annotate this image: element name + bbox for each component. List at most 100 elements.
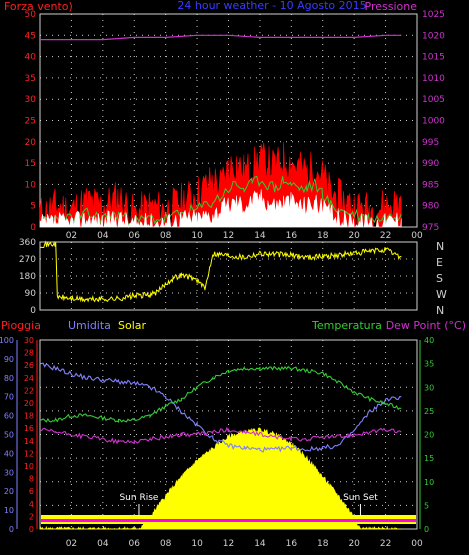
pressure-tick-label: 1000 xyxy=(422,117,445,127)
pressure-tick-label: 1010 xyxy=(422,74,445,84)
wind-x-tick-label: 18 xyxy=(317,231,329,241)
rain-label: Pioggia xyxy=(1,319,41,332)
pressure-tick-label: 980 xyxy=(422,202,439,212)
rain-tick-label: 14 xyxy=(24,437,34,446)
rain-tick-label: 18 xyxy=(24,412,34,421)
chart-title: 24 hour weather - 10 Agosto 2015 xyxy=(177,0,366,12)
compass-label: E xyxy=(436,256,443,269)
climate-x-tick-label: 06 xyxy=(129,539,141,549)
wind-tick-label: 0 xyxy=(30,223,36,233)
rain-tick-label: 10 xyxy=(24,462,34,471)
wind-tick-label: 15 xyxy=(25,159,36,169)
humidity-tick-label: 0 xyxy=(9,525,14,534)
wind-x-tick-label: 08 xyxy=(160,231,172,241)
climate-x-tick-label: 08 xyxy=(160,539,172,549)
humidity-tick-label: 30 xyxy=(4,468,14,477)
humidity-tick-label: 90 xyxy=(4,355,14,364)
direction-tick-label: 180 xyxy=(19,272,36,282)
wind-x-tick-label: 06 xyxy=(129,231,141,241)
rain-tick-label: 26 xyxy=(24,361,34,370)
rain-tick-label: 16 xyxy=(24,424,34,433)
humidity-tick-label: 70 xyxy=(4,393,14,402)
rain-tick-label: 6 xyxy=(29,487,34,496)
compass-label: N xyxy=(436,240,444,253)
rain-tick-label: 22 xyxy=(24,386,34,395)
temperature-series xyxy=(39,365,402,423)
wind-direction-series xyxy=(39,240,402,303)
humidity-tick-label: 60 xyxy=(4,412,14,421)
direction-tick-label: 0 xyxy=(30,306,36,316)
wind-x-tick-label: 10 xyxy=(191,231,203,241)
climate-x-tick-label: 18 xyxy=(317,539,329,549)
wind-y-axis-ticks: 0 5 10 15 20 25 30 35 40 45 50 xyxy=(25,10,37,233)
temperature-tick-label: 30 xyxy=(424,383,434,392)
rain-tick-label: 0 xyxy=(29,525,34,534)
rain-tick-label: 20 xyxy=(24,399,34,408)
solar-label: Solar xyxy=(118,319,147,332)
climate-panel: Pioggia Umidita Solar Temperatura Dew Po… xyxy=(0,319,466,549)
wind-x-tick-label: 14 xyxy=(254,231,266,241)
compass-label: W xyxy=(436,288,447,301)
humidity-tick-label: 100 xyxy=(0,336,14,345)
wind-x-tick-label: 12 xyxy=(223,231,234,241)
climate-x-tick-label: 14 xyxy=(254,539,266,549)
wind-x-tick-label: 20 xyxy=(348,231,360,241)
sunset-label: Sun Set xyxy=(343,493,378,503)
dewpoint-series xyxy=(39,426,402,445)
pressure-series xyxy=(40,34,402,41)
rain-tick-label: 24 xyxy=(24,374,34,383)
wind-x-tick-label: 02 xyxy=(66,231,77,241)
wind-panel: Forza vento) 24 hour weather - 10 Agosto… xyxy=(4,0,445,241)
pressure-tick-label: 975 xyxy=(422,223,439,233)
rain-tick-label: 28 xyxy=(24,349,34,358)
climate-x-tick-label: 22 xyxy=(380,539,391,549)
pressure-tick-label: 1025 xyxy=(422,10,445,20)
wind-x-tick-label: 22 xyxy=(380,231,391,241)
humidity-tick-label: 10 xyxy=(4,506,14,515)
wind-label: Forza vento) xyxy=(4,0,73,13)
dewpoint-label: Dew Point (°C) xyxy=(386,319,466,332)
compass-label: N xyxy=(436,304,444,317)
direction-tick-label: 270 xyxy=(19,255,36,265)
wind-tick-label: 25 xyxy=(25,117,36,127)
rain-tick-label: 4 xyxy=(29,500,34,509)
wind-tick-label: 35 xyxy=(25,74,36,84)
humidity-tick-label: 50 xyxy=(4,431,14,440)
direction-y-axis-ticks: 0 90 180 270 360 xyxy=(19,238,36,316)
climate-x-tick-label: 02 xyxy=(66,539,77,549)
temperature-tick-label: 0 xyxy=(424,525,429,534)
temperature-y-axis-ticks: 0 5 10 15 20 25 30 35 40 xyxy=(419,336,434,534)
pressure-tick-label: 1015 xyxy=(422,53,445,63)
wind-series xyxy=(39,34,402,229)
pressure-y-axis-ticks: 975 980 985 990 995 1000 1005 1010 1015 1020 1025 xyxy=(422,10,445,233)
climate-x-axis-ticks: 02 04 06 08 10 12 14 16 18 20 22 00 xyxy=(66,539,423,549)
climate-x-tick-label: 20 xyxy=(348,539,360,549)
humidity-series xyxy=(39,362,402,453)
pressure-tick-label: 985 xyxy=(422,180,439,190)
sunrise-label: Sun Rise xyxy=(119,493,158,503)
wind-tick-label: 50 xyxy=(25,10,37,20)
temperature-tick-label: 25 xyxy=(424,407,434,416)
wind-x-axis-ticks: 02 04 06 08 10 12 14 16 18 20 22 00 xyxy=(66,231,423,241)
pressure-tick-label: 990 xyxy=(422,159,439,169)
sun-annotations: Sun Rise Sun Set xyxy=(119,493,378,516)
direction-tick-label: 90 xyxy=(25,289,37,299)
temperature-tick-label: 40 xyxy=(424,336,434,345)
climate-x-tick-label: 04 xyxy=(97,539,109,549)
pressure-tick-label: 995 xyxy=(422,138,439,148)
rain-tick-label: 8 xyxy=(29,475,34,484)
wind-x-tick-label: 00 xyxy=(411,231,423,241)
climate-x-tick-label: 16 xyxy=(286,539,298,549)
rain-tick-label: 30 xyxy=(24,336,34,345)
humidity-tick-label: 20 xyxy=(4,487,14,496)
temperature-label: Temperatura xyxy=(311,319,382,332)
temperature-tick-label: 10 xyxy=(424,478,434,487)
climate-x-tick-label: 10 xyxy=(191,539,203,549)
temperature-tick-label: 35 xyxy=(424,360,434,369)
pressure-label: Pressione xyxy=(365,0,418,13)
wind-tick-label: 45 xyxy=(25,31,36,41)
climate-x-tick-label: 12 xyxy=(223,539,234,549)
